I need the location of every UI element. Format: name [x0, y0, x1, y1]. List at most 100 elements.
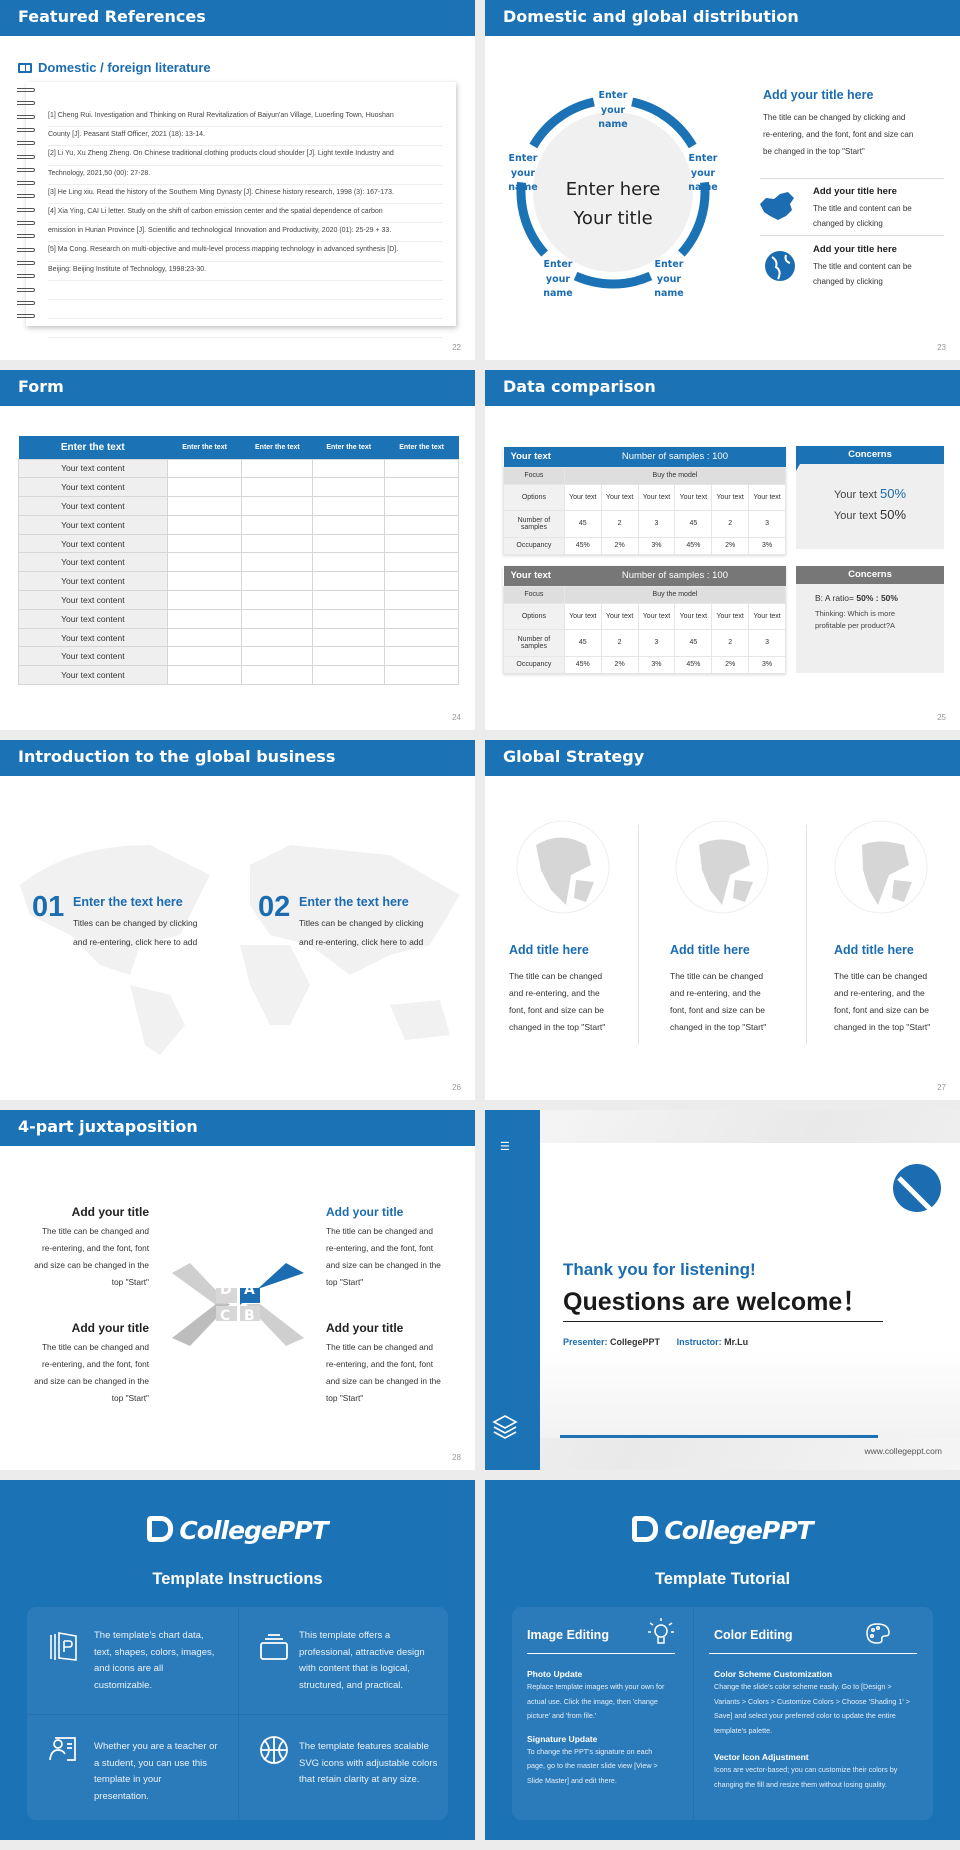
table-head-label: Your text — [503, 566, 565, 586]
slide-title: Template Tutorial — [654, 1570, 791, 1588]
table-cell[interactable] — [241, 552, 314, 573]
table-cell[interactable] — [384, 496, 459, 516]
table-cell: Your text — [674, 602, 713, 630]
slide-template-tutorial[interactable]: CollegePPT Template Tutorial Image Editi… — [485, 1480, 960, 1840]
table-cell[interactable] — [312, 552, 386, 573]
table-cell[interactable] — [166, 665, 243, 686]
table-cell[interactable] — [384, 458, 459, 479]
table-cell[interactable] — [384, 665, 459, 686]
table-cell[interactable] — [312, 458, 386, 479]
table-cell[interactable] — [312, 514, 386, 535]
table-cell[interactable] — [166, 514, 243, 535]
slide-four-part[interactable]: 4-part juxtaposition A B C D Add your ti… — [0, 1110, 475, 1470]
table-cell[interactable] — [384, 627, 459, 648]
menu-icon[interactable]: ☰ — [500, 1141, 510, 1153]
node-label[interactable]: Enter your name — [528, 258, 588, 302]
section-title: Vector Icon Adjustment — [714, 1752, 809, 1762]
table-cell[interactable] — [384, 608, 459, 629]
reference-line: [4] Xia Ying, CAI Li letter. Study on th… — [48, 204, 443, 224]
reference-card — [26, 82, 456, 326]
website-link[interactable]: www.collegeppt.com — [864, 1446, 942, 1456]
node-label-line: Enter — [543, 259, 573, 270]
world-map-background — [20, 845, 460, 1055]
table-cell[interactable] — [312, 665, 386, 686]
table-cell[interactable] — [166, 477, 243, 498]
column-text-line: font, font and size can be — [509, 1005, 604, 1015]
node-label[interactable]: Enter your name — [673, 152, 733, 196]
table-cell[interactable] — [166, 590, 243, 610]
samples-label: Number of samples : 100 — [564, 566, 786, 586]
table-cell[interactable] — [241, 458, 314, 479]
table-row: Your text content — [18, 458, 459, 479]
table-cell: Your text — [600, 602, 639, 630]
table-cell[interactable] — [241, 533, 314, 554]
table-cell[interactable] — [384, 571, 459, 592]
node-label[interactable]: Enter your name — [639, 258, 699, 302]
column-text-line: and re-entering, and the — [834, 988, 925, 998]
table-cell: 2 — [711, 628, 750, 657]
table-cell[interactable] — [312, 608, 386, 629]
table-cell[interactable] — [241, 627, 314, 648]
table-cell[interactable] — [384, 646, 459, 667]
table-cell[interactable] — [241, 571, 314, 592]
table-cell[interactable] — [312, 533, 386, 554]
center-line-1: Enter here — [565, 179, 661, 200]
main-title: Add your title here — [763, 88, 874, 102]
table-cell[interactable] — [166, 496, 243, 516]
slide-title: Global Strategy — [485, 740, 960, 776]
slide-template-instructions[interactable]: CollegePPT Template Instructions The tem… — [0, 1480, 475, 1840]
divider — [760, 178, 944, 179]
table-cell[interactable] — [166, 646, 243, 667]
table-cell[interactable] — [166, 533, 243, 554]
table-row: Your text content — [18, 590, 459, 610]
image-editing-sections: Photo Update Replace template images wit… — [527, 1669, 672, 1788]
table-cell[interactable] — [166, 608, 243, 629]
table-cell[interactable] — [241, 608, 314, 629]
table-cell[interactable] — [384, 533, 459, 554]
table-cell: Your text — [674, 483, 713, 511]
divider — [806, 825, 807, 1045]
slide-thank-you[interactable]: ☰ Thank you for listening! Questions are… — [485, 1110, 960, 1470]
table-cell[interactable] — [166, 458, 243, 479]
spiral-ring — [17, 114, 35, 119]
table-cell[interactable] — [241, 646, 314, 667]
table-row: Options Your text Your text Your text Your t… — [503, 602, 786, 630]
table-cell: 45% — [563, 536, 602, 555]
table-cell[interactable] — [312, 646, 386, 667]
column-text: The title can be changed and re-entering,… — [670, 968, 766, 1036]
slide-title: Data comparison — [485, 370, 960, 406]
table-cell[interactable] — [241, 514, 314, 535]
node-label[interactable]: Enter your name — [583, 89, 643, 133]
table-cell[interactable] — [312, 496, 386, 516]
column-text-line: and re-entering, and the — [670, 988, 761, 998]
node-label[interactable]: Enter your name — [493, 152, 553, 196]
table-cell: Your text — [637, 483, 676, 511]
table-cell[interactable] — [384, 477, 459, 498]
slide-distribution[interactable]: Domestic and global distribution Enter h… — [485, 0, 960, 360]
table-cell[interactable] — [166, 571, 243, 592]
ratio-line: B: A ratio= 50% : 50% — [796, 584, 944, 603]
table-cell[interactable] — [312, 477, 386, 498]
page-number: 22 — [452, 343, 461, 352]
slide-global-strategy[interactable]: Global Strategy Add title here The title … — [485, 740, 960, 1100]
slide-data-comparison[interactable]: Data comparison Your text Number of sampl… — [485, 370, 960, 730]
block-text-line: The title can be changed and — [326, 1342, 434, 1352]
table-cell[interactable] — [312, 571, 386, 592]
spiral-ring — [17, 234, 35, 239]
table-cell[interactable] — [384, 552, 459, 573]
table-cell[interactable] — [384, 514, 459, 535]
focus-label: Focus — [503, 585, 565, 604]
slide-featured-references[interactable]: Featured References Domestic / foreign l… — [0, 0, 475, 360]
table-cell[interactable] — [241, 477, 314, 498]
table-cell[interactable] — [241, 665, 314, 686]
table-cell[interactable] — [166, 552, 243, 573]
table-cell[interactable] — [312, 590, 386, 610]
table-cell[interactable] — [241, 590, 314, 610]
table-cell[interactable] — [241, 496, 314, 516]
slide-global-business[interactable]: Introduction to the global business 01 En… — [0, 740, 475, 1100]
table-cell[interactable] — [166, 627, 243, 648]
focus-value: Buy the model — [563, 466, 787, 485]
table-cell[interactable] — [384, 590, 459, 610]
table-cell[interactable] — [312, 627, 386, 648]
slide-form[interactable]: Form Enter the text Enter the text Enter t… — [0, 370, 475, 730]
